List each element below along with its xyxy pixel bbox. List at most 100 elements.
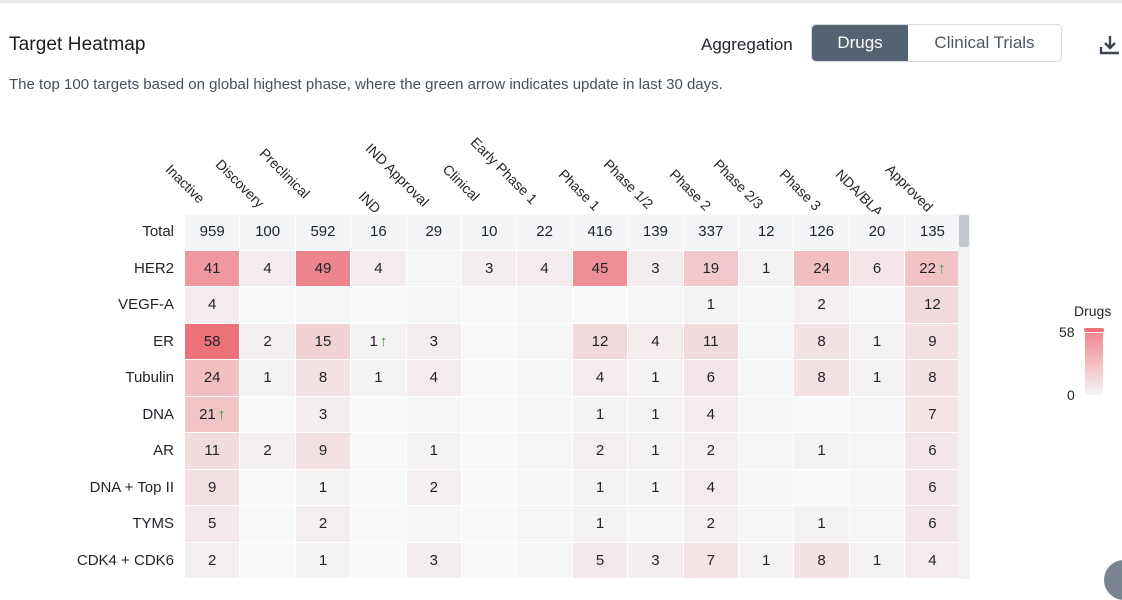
heatmap-cell[interactable]: 3 [407, 324, 461, 360]
heatmap-cell[interactable] [462, 324, 516, 360]
heatmap-cell[interactable]: 6 [850, 251, 904, 287]
heatmap-cell[interactable] [462, 287, 516, 323]
heatmap-cell[interactable]: 22↑ [905, 251, 959, 287]
heatmap-cell[interactable] [462, 543, 516, 579]
heatmap-cell[interactable] [739, 506, 793, 542]
heatmap-cell[interactable] [240, 287, 294, 323]
heatmap-cell[interactable]: 2 [185, 543, 239, 579]
heatmap-cell[interactable]: 9 [905, 324, 959, 360]
heatmap-cell[interactable] [407, 506, 461, 542]
heatmap-cell[interactable]: 959 [185, 214, 239, 250]
heatmap-cell[interactable]: 12 [573, 324, 627, 360]
heatmap-cell[interactable]: 9 [185, 470, 239, 506]
heatmap-cell[interactable] [517, 324, 571, 360]
heatmap-cell[interactable]: 2 [240, 433, 294, 469]
heatmap-cell[interactable] [351, 506, 405, 542]
toggle-drugs[interactable]: Drugs [812, 25, 908, 61]
heatmap-cell[interactable]: 3 [296, 397, 350, 433]
heatmap-cell[interactable]: 49 [296, 251, 350, 287]
heatmap-cell[interactable]: 6 [905, 506, 959, 542]
heatmap-cell[interactable] [407, 397, 461, 433]
heatmap-cell[interactable]: 4 [185, 287, 239, 323]
heatmap-cell[interactable]: 4 [407, 360, 461, 396]
heatmap-cell[interactable]: 12 [905, 287, 959, 323]
heatmap-cell[interactable]: 1 [794, 433, 848, 469]
heatmap-cell[interactable] [739, 287, 793, 323]
heatmap-cell[interactable]: 2 [684, 506, 738, 542]
heatmap-cell[interactable] [351, 287, 405, 323]
heatmap-cell[interactable]: 2 [407, 470, 461, 506]
heatmap-cell[interactable]: 1 [628, 360, 682, 396]
scrollbar-thumb[interactable] [959, 215, 969, 247]
heatmap-cell[interactable] [517, 543, 571, 579]
heatmap-cell[interactable]: 4 [905, 543, 959, 579]
heatmap-cell[interactable] [351, 433, 405, 469]
heatmap-cell[interactable] [517, 506, 571, 542]
heatmap-cell[interactable]: 4 [351, 251, 405, 287]
heatmap-cell[interactable] [850, 506, 904, 542]
heatmap-cell[interactable]: 4 [684, 470, 738, 506]
heatmap-cell[interactable]: 3 [628, 543, 682, 579]
heatmap-cell[interactable] [739, 360, 793, 396]
heatmap-cell[interactable]: 3 [407, 543, 461, 579]
heatmap-cell[interactable] [517, 433, 571, 469]
heatmap-cell[interactable] [407, 287, 461, 323]
heatmap-cell[interactable]: 1 [628, 397, 682, 433]
heatmap-cell[interactable] [517, 470, 571, 506]
heatmap-cell[interactable] [240, 543, 294, 579]
heatmap-cell[interactable]: 1 [240, 360, 294, 396]
heatmap-cell[interactable]: 135 [905, 214, 959, 250]
heatmap-cell[interactable]: 100 [240, 214, 294, 250]
heatmap-cell[interactable]: 16 [351, 214, 405, 250]
heatmap-cell[interactable]: 1 [628, 433, 682, 469]
heatmap-cell[interactable]: 337 [684, 214, 738, 250]
help-widget-icon[interactable] [1104, 560, 1122, 600]
heatmap-cell[interactable] [850, 397, 904, 433]
heatmap-cell[interactable]: 1↑ [351, 324, 405, 360]
heatmap-cell[interactable]: 5 [573, 543, 627, 579]
heatmap-cell[interactable]: 45 [573, 251, 627, 287]
heatmap-cell[interactable]: 2 [684, 433, 738, 469]
heatmap-cell[interactable]: 4 [684, 397, 738, 433]
legend-handle[interactable] [1084, 328, 1104, 332]
heatmap-cell[interactable] [517, 360, 571, 396]
scrollbar-track[interactable] [958, 214, 970, 579]
toggle-clinical-trials[interactable]: Clinical Trials [908, 25, 1061, 61]
heatmap-cell[interactable] [351, 470, 405, 506]
heatmap-cell[interactable]: 3 [462, 251, 516, 287]
heatmap-cell[interactable] [850, 287, 904, 323]
heatmap-cell[interactable] [462, 470, 516, 506]
heatmap-cell[interactable]: 20 [850, 214, 904, 250]
heatmap-cell[interactable]: 11 [684, 324, 738, 360]
heatmap-cell[interactable] [850, 470, 904, 506]
heatmap-cell[interactable]: 2 [794, 287, 848, 323]
heatmap-cell[interactable] [739, 324, 793, 360]
heatmap-cell[interactable] [739, 397, 793, 433]
heatmap-cell[interactable]: 41 [185, 251, 239, 287]
heatmap-cell[interactable]: 126 [794, 214, 848, 250]
heatmap-cell[interactable]: 1 [850, 543, 904, 579]
heatmap-cell[interactable]: 8 [794, 360, 848, 396]
heatmap-cell[interactable] [462, 506, 516, 542]
heatmap-cell[interactable] [517, 287, 571, 323]
heatmap-cell[interactable]: 22 [517, 214, 571, 250]
heatmap-cell[interactable]: 3 [628, 251, 682, 287]
heatmap-cell[interactable] [850, 433, 904, 469]
heatmap-cell[interactable]: 5 [185, 506, 239, 542]
heatmap-cell[interactable]: 4 [240, 251, 294, 287]
heatmap-cell[interactable]: 1 [850, 360, 904, 396]
heatmap-cell[interactable]: 1 [573, 397, 627, 433]
heatmap-cell[interactable]: 1 [296, 470, 350, 506]
heatmap-cell[interactable]: 1 [850, 324, 904, 360]
heatmap-cell[interactable]: 10 [462, 214, 516, 250]
heatmap-cell[interactable]: 1 [573, 506, 627, 542]
heatmap-cell[interactable]: 12 [739, 214, 793, 250]
heatmap-cell[interactable] [351, 543, 405, 579]
heatmap-cell[interactable]: 1 [628, 470, 682, 506]
heatmap-cell[interactable] [240, 397, 294, 433]
heatmap-cell[interactable]: 21↑ [185, 397, 239, 433]
heatmap-cell[interactable] [407, 251, 461, 287]
heatmap-cell[interactable]: 1 [407, 433, 461, 469]
heatmap-cell[interactable]: 11 [185, 433, 239, 469]
heatmap-cell[interactable]: 19 [684, 251, 738, 287]
